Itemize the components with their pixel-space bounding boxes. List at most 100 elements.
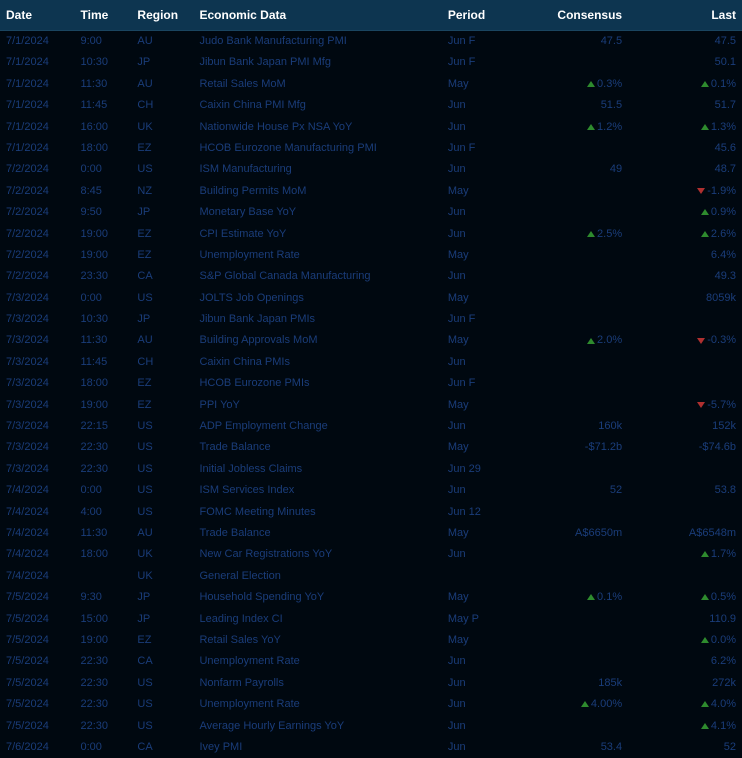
cell-text: 22:30 (81, 441, 109, 453)
cell-text: CPI Estimate YoY (199, 228, 286, 240)
cell-last: 49.3 (628, 266, 742, 287)
cell-data: Leading Index CI (193, 609, 441, 630)
cell-region: US (131, 459, 193, 480)
cell-text: 7/2/2024 (6, 163, 49, 175)
cell-text: 2.6% (711, 228, 736, 240)
cell-text: 152k (712, 420, 736, 432)
cell-text: Jun (448, 420, 466, 432)
cell-text: 7/3/2024 (6, 356, 49, 368)
cell-text: 22:30 (81, 677, 109, 689)
cell-date: 7/3/2024 (0, 437, 75, 458)
cell-data: Nationwide House Px NSA YoY (193, 117, 441, 138)
cell-date: 7/4/2024 (0, 523, 75, 544)
cell-text: US (137, 506, 152, 518)
cell-time: 22:30 (75, 673, 132, 694)
cell-text: PPI YoY (199, 399, 239, 411)
cell-date: 7/1/2024 (0, 117, 75, 138)
cell-data: JOLTS Job Openings (193, 288, 441, 309)
cell-text: Jun F (448, 35, 476, 47)
col-header-last: Last (628, 0, 742, 31)
cell-period: May (442, 630, 514, 651)
cell-region: EZ (131, 138, 193, 159)
cell-last: 152k (628, 416, 742, 437)
cell-text: AU (137, 78, 152, 90)
cell-consensus (514, 544, 628, 565)
cell-last: 51.7 (628, 95, 742, 116)
table-row: 7/4/2024UKGeneral Election (0, 566, 742, 587)
cell-region: UK (131, 544, 193, 565)
cell-data: Unemployment Rate (193, 694, 441, 715)
cell-period: Jun (442, 117, 514, 138)
cell-region: EZ (131, 245, 193, 266)
down-indicator-icon (697, 402, 705, 408)
cell-text: 7/4/2024 (6, 484, 49, 496)
cell-text: Trade Balance (199, 441, 270, 453)
table-row: 7/4/202418:00UKNew Car Registrations YoY… (0, 544, 742, 565)
cell-text: US (137, 441, 152, 453)
cell-region: US (131, 480, 193, 501)
cell-time: 0:00 (75, 288, 132, 309)
cell-period: Jun (442, 202, 514, 223)
cell-text: 18:00 (81, 548, 109, 560)
cell-text: Jun (448, 206, 466, 218)
cell-time: 10:30 (75, 309, 132, 330)
cell-time: 18:00 (75, 138, 132, 159)
cell-data: PPI YoY (193, 395, 441, 416)
cell-text: 19:00 (81, 228, 109, 240)
cell-region: UK (131, 566, 193, 587)
cell-consensus: 49 (514, 159, 628, 180)
cell-consensus: 1.2% (514, 117, 628, 138)
cell-text: May (448, 441, 469, 453)
cell-data: Jibun Bank Japan PMI Mfg (193, 52, 441, 73)
cell-text: -5.7% (707, 399, 736, 411)
cell-text: 185k (598, 677, 622, 689)
table-row: 7/2/20248:45NZBuilding Permits MoMMay-1.… (0, 181, 742, 202)
cell-last: 4.0% (628, 694, 742, 715)
cell-text: 7/3/2024 (6, 377, 49, 389)
cell-data: Caixin China PMI Mfg (193, 95, 441, 116)
cell-region: US (131, 502, 193, 523)
cell-text: May (448, 185, 469, 197)
cell-time: 22:30 (75, 437, 132, 458)
cell-text: 22:15 (81, 420, 109, 432)
cell-text: 16:00 (81, 121, 109, 133)
up-indicator-icon (701, 723, 709, 729)
cell-text: 0:00 (81, 292, 102, 304)
cell-period: May (442, 395, 514, 416)
cell-text: 11:30 (81, 527, 108, 539)
cell-text: 7/5/2024 (6, 698, 49, 710)
cell-text: -$71.2b (585, 441, 622, 453)
cell-time: 0:00 (75, 159, 132, 180)
cell-text: Leading Index CI (199, 613, 282, 625)
cell-text: 7/5/2024 (6, 591, 49, 603)
cell-text: New Car Registrations YoY (199, 548, 332, 560)
cell-time: 0:00 (75, 480, 132, 501)
cell-text: 0.9% (711, 206, 736, 218)
cell-text: AU (137, 527, 152, 539)
cell-period: Jun (442, 266, 514, 287)
cell-text: May (448, 334, 469, 346)
cell-data: Nonfarm Payrolls (193, 673, 441, 694)
cell-text: Jun (448, 741, 466, 753)
cell-text: 47.5 (601, 35, 622, 47)
cell-text: 8059k (706, 292, 736, 304)
cell-region: NZ (131, 181, 193, 202)
cell-date: 7/2/2024 (0, 181, 75, 202)
cell-text: Jun F (448, 377, 476, 389)
cell-text: 18:00 (81, 142, 109, 154)
cell-text: EZ (137, 142, 151, 154)
cell-text: Nationwide House Px NSA YoY (199, 121, 352, 133)
cell-text: 7/2/2024 (6, 228, 49, 240)
cell-consensus (514, 202, 628, 223)
cell-text: 11:30 (81, 78, 108, 90)
cell-text: 53.8 (715, 484, 736, 496)
cell-period: May (442, 437, 514, 458)
cell-data: Caixin China PMIs (193, 352, 441, 373)
cell-period: Jun (442, 544, 514, 565)
cell-last (628, 309, 742, 330)
table-header: Date Time Region Economic Data Period Co… (0, 0, 742, 31)
cell-text: 7/3/2024 (6, 334, 49, 346)
cell-time: 4:00 (75, 502, 132, 523)
cell-region: AU (131, 74, 193, 95)
cell-period: Jun 29 (442, 459, 514, 480)
